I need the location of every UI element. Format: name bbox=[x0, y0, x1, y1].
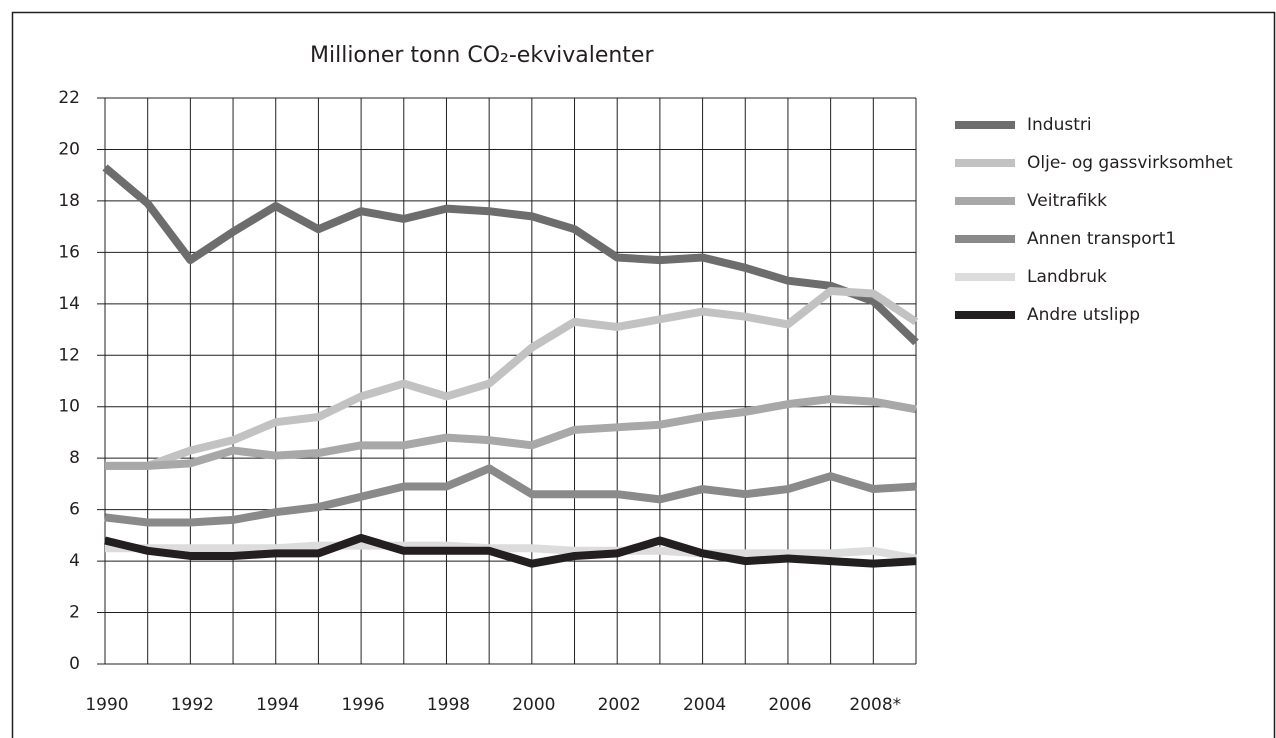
series-line bbox=[102, 164, 919, 346]
x-tick-label: 2002 bbox=[598, 695, 641, 715]
y-tick-label: 0 bbox=[69, 654, 80, 674]
y-tick-label: 6 bbox=[69, 500, 80, 520]
y-tick-label: 8 bbox=[69, 448, 80, 468]
y-tick-label: 18 bbox=[58, 191, 80, 211]
y-tick-label: 4 bbox=[69, 551, 80, 571]
y-tick-label: 12 bbox=[58, 345, 80, 365]
y-tick-label: 20 bbox=[58, 139, 80, 159]
y-tick-label: 14 bbox=[58, 294, 80, 314]
legend-label: Industri bbox=[1027, 115, 1092, 135]
legend-label: Veitrafikk bbox=[1027, 191, 1107, 211]
legend-label: Landbruk bbox=[1027, 267, 1107, 287]
frame bbox=[11, 11, 1276, 738]
series-line bbox=[105, 395, 917, 470]
x-tick-label: 1992 bbox=[171, 695, 214, 715]
x-tick-label: 1994 bbox=[256, 695, 299, 715]
y-tick-label: 16 bbox=[58, 242, 80, 262]
y-tick-label: 22 bbox=[58, 88, 80, 108]
legend-label: Andre utslipp bbox=[1027, 305, 1140, 325]
x-tick-label: 2006 bbox=[768, 695, 811, 715]
chart-title: Millioner tonn CO₂-ekvivalenter bbox=[310, 43, 654, 68]
legend-label: Annen transport1 bbox=[1027, 229, 1176, 249]
y-tick-label: 2 bbox=[69, 603, 80, 623]
x-tick-label: 2004 bbox=[683, 695, 726, 715]
series-line bbox=[104, 533, 917, 568]
x-tick-label: 2000 bbox=[512, 695, 555, 715]
series-line bbox=[105, 541, 917, 563]
y-tick-label: 10 bbox=[58, 397, 80, 417]
x-tick-label: 1998 bbox=[427, 695, 470, 715]
series-line bbox=[104, 464, 917, 527]
series-line bbox=[105, 286, 919, 470]
legend-label: Olje- og gassvirksomhet bbox=[1027, 153, 1233, 173]
x-tick-label: 1996 bbox=[341, 695, 384, 715]
x-tick-label: 2008* bbox=[849, 695, 901, 715]
x-tick-label: 1990 bbox=[85, 695, 128, 715]
